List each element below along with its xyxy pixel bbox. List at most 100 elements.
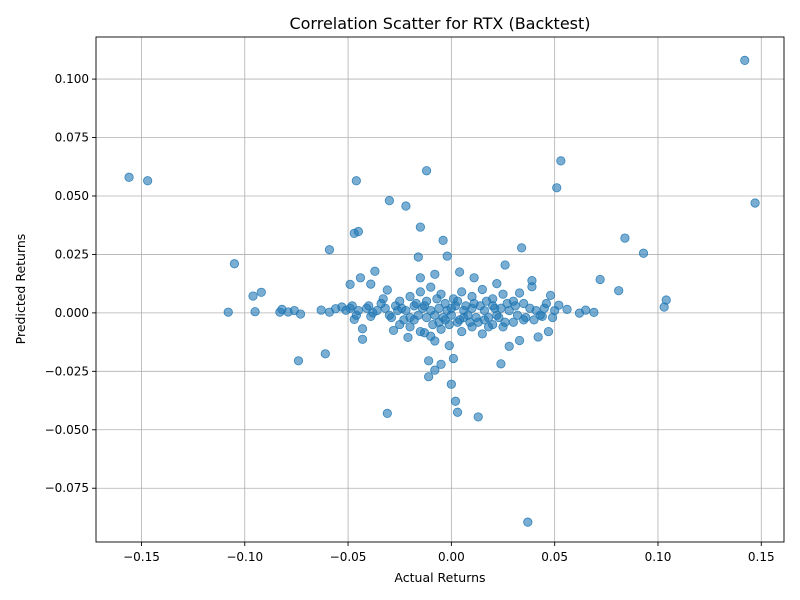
scatter-point [434, 303, 444, 313]
scatter-point [492, 279, 502, 289]
scatter-point [457, 326, 467, 337]
scatter-point [357, 334, 368, 344]
scatter-point [223, 307, 233, 317]
scatter-point [446, 310, 456, 320]
scatter-point [479, 305, 490, 316]
scatter-point [533, 332, 543, 342]
scatter-point [256, 287, 266, 297]
scatter-point [424, 372, 434, 382]
scatter-point [424, 356, 434, 366]
x-tick-label: −0.05 [330, 550, 367, 564]
scatter-point [428, 319, 438, 330]
scatter-point [452, 407, 463, 417]
scatter-point [353, 226, 363, 237]
y-tick-label: 0.050 [55, 189, 89, 203]
scatter-point [556, 156, 566, 166]
scatter-point [638, 248, 649, 258]
scatter-point [455, 267, 465, 277]
scatter-point [413, 252, 423, 262]
y-tick-label: −0.025 [45, 364, 89, 378]
scatter-point [535, 310, 545, 320]
scatter-point [450, 396, 461, 406]
scatter-point [384, 310, 394, 320]
y-tick-label: −0.050 [45, 423, 89, 437]
scatter-point [351, 176, 361, 186]
scatter-point [415, 287, 425, 297]
y-tick-label: −0.075 [45, 481, 89, 495]
scatter-point [498, 289, 508, 299]
y-tick-label: 0.075 [55, 131, 89, 145]
scatter-point [357, 324, 368, 334]
y-tick-label: 0.100 [55, 72, 89, 86]
scatter-point [452, 317, 463, 327]
scatter-point [562, 304, 572, 314]
scatter-point [355, 273, 366, 283]
scatter-point [295, 309, 306, 319]
scatter-point [740, 55, 750, 65]
scatter-points [124, 55, 760, 527]
scatter-point [390, 301, 401, 311]
scatter-point [488, 319, 498, 330]
scatter-point [523, 517, 533, 527]
scatter-point [548, 312, 558, 323]
scatter-point [527, 282, 537, 292]
scatter-point [415, 273, 425, 283]
scatter-point [508, 317, 518, 327]
scatter-point [448, 353, 459, 364]
scatter-point [473, 412, 483, 422]
scatter-point [405, 291, 415, 302]
scatter-point [473, 317, 483, 327]
scatter-point [514, 335, 525, 346]
scatter-point [457, 287, 467, 297]
scatter-point [368, 308, 378, 318]
scatter-point [411, 298, 421, 309]
y-axis-label: Predicted Returns [13, 234, 28, 345]
scatter-point [483, 312, 494, 323]
scatter-point [500, 260, 510, 270]
y-tick-label: 0.025 [55, 247, 89, 261]
scatter-point [401, 305, 411, 316]
scatter-point [496, 359, 506, 369]
scatter-point [514, 288, 525, 298]
scatter-point [324, 245, 335, 255]
scatter-point [388, 325, 399, 336]
scatter-point [250, 307, 260, 317]
scatter-point [496, 303, 506, 313]
scatter-point [403, 332, 413, 343]
scatter-point [432, 294, 442, 304]
scatter-point [421, 312, 432, 323]
scatter-point [384, 196, 394, 206]
scatter-point [574, 308, 585, 318]
scatter-point [595, 274, 605, 285]
scatter-point [519, 315, 529, 325]
scatter-point [401, 201, 411, 211]
scatter-point [438, 235, 448, 246]
scatter-point [620, 233, 630, 243]
scatter-point [512, 310, 523, 320]
scatter-point [421, 166, 432, 176]
scatter-point [545, 290, 556, 300]
scatter-point [320, 349, 330, 359]
scatter-point [498, 322, 508, 332]
plot-area-frame [95, 36, 785, 543]
y-tick-label: 0.000 [55, 306, 89, 320]
scatter-point [477, 329, 487, 339]
scatter-point [461, 301, 471, 311]
scatter-point [519, 298, 529, 309]
x-tick-label: −0.15 [123, 550, 160, 564]
scatter-point [399, 315, 409, 325]
scatter-point [378, 294, 388, 304]
scatter-point [440, 315, 450, 325]
scatter-point [436, 359, 446, 369]
scatter-point [430, 310, 440, 320]
scatter-point [465, 317, 475, 327]
x-tick-label: 0.00 [438, 550, 465, 564]
scatter-point [380, 303, 390, 313]
scatter-point [525, 303, 535, 313]
scatter-point [494, 312, 504, 323]
scatter-point [552, 183, 562, 193]
scatter-point [436, 324, 446, 334]
scatter-point [442, 251, 452, 261]
scatter-point [415, 222, 425, 232]
